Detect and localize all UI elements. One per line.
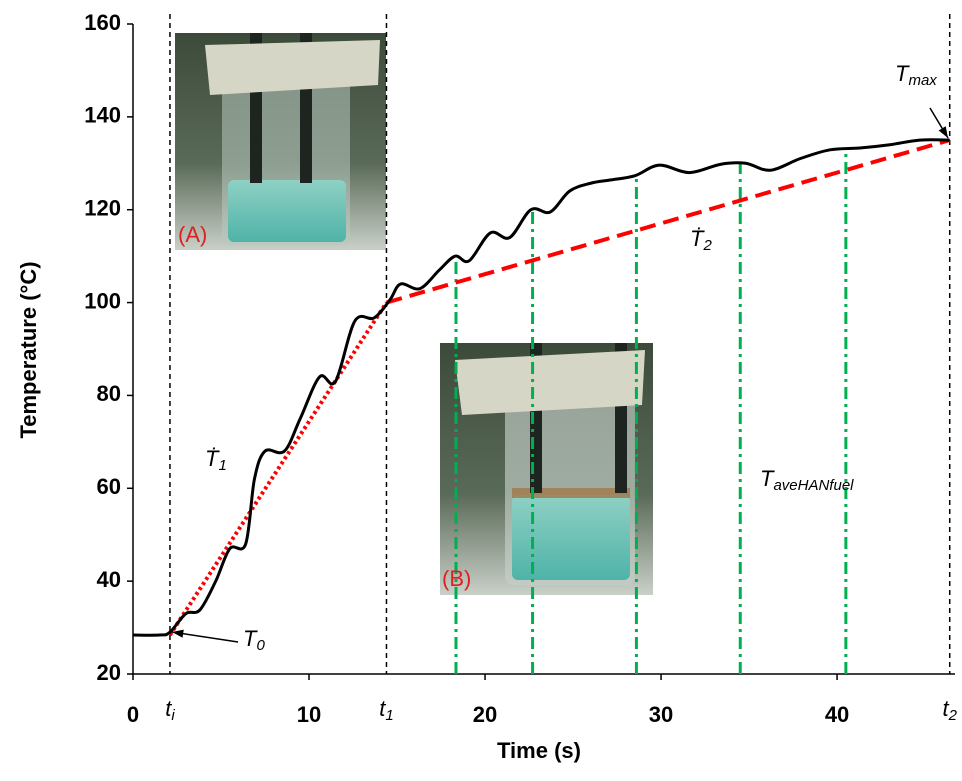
arrow-head	[938, 126, 948, 138]
x-tick-label: 30	[649, 702, 673, 727]
annotation-sub: 1	[218, 457, 226, 474]
arrow-head	[172, 629, 184, 638]
x-tick-label-sub: 1	[385, 707, 393, 724]
photo-b	[440, 343, 653, 595]
fit-line	[385, 138, 951, 305]
x-tick-label: 40	[825, 702, 849, 727]
temperature-line	[132, 138, 950, 637]
annotation: Ṫ2	[690, 226, 712, 254]
y-tick-label: 60	[97, 474, 121, 499]
y-tick-label: 160	[84, 10, 121, 35]
x-tick-label-sub: i	[171, 707, 175, 724]
annotation-sub: 2	[702, 237, 712, 254]
x-tick-label-sub: 2	[948, 707, 958, 724]
photo-label: (B)	[442, 566, 471, 591]
annotation-main: Ṫ	[690, 226, 705, 251]
x-tick-label-main: t	[165, 696, 172, 721]
y-tick-label: 140	[84, 103, 121, 128]
x-tick-label: ti	[165, 696, 175, 724]
x-tick-label: 10	[297, 702, 321, 727]
annotation: T0	[243, 626, 265, 654]
x-tick-label: 20	[473, 702, 497, 727]
annotation: TaveHANfuel	[760, 466, 854, 494]
y-tick-label: 80	[97, 381, 121, 406]
y-axis-title: Temperature (°C)	[16, 261, 41, 438]
annotation-sub: aveHANfuel	[773, 477, 854, 494]
x-tick-label-main: t	[379, 696, 386, 721]
y-tick-label: 100	[84, 288, 121, 313]
y-tick-label: 40	[97, 567, 121, 592]
annotation-main: T	[243, 626, 258, 651]
annotation-sub: 0	[256, 637, 265, 654]
annotation-main: T	[895, 61, 910, 86]
annotation-main: T	[760, 466, 775, 491]
x-axis-title: Time (s)	[497, 738, 581, 763]
fit-line	[168, 301, 389, 637]
annotation: Tmax	[895, 61, 937, 89]
y-tick-label: 20	[97, 660, 121, 685]
y-tick-label: 120	[84, 196, 121, 221]
photo-a	[175, 33, 386, 250]
x-tick-label: t2	[942, 696, 957, 724]
annotation-main: Ṫ	[205, 446, 220, 471]
x-tick-label-main: t	[942, 696, 949, 721]
annotation-sub: max	[908, 72, 937, 89]
annotation: Ṫ1	[205, 446, 227, 474]
x-tick-label: 0	[127, 702, 139, 727]
photo-label: (A)	[178, 222, 207, 247]
x-tick-label: t1	[379, 696, 393, 724]
